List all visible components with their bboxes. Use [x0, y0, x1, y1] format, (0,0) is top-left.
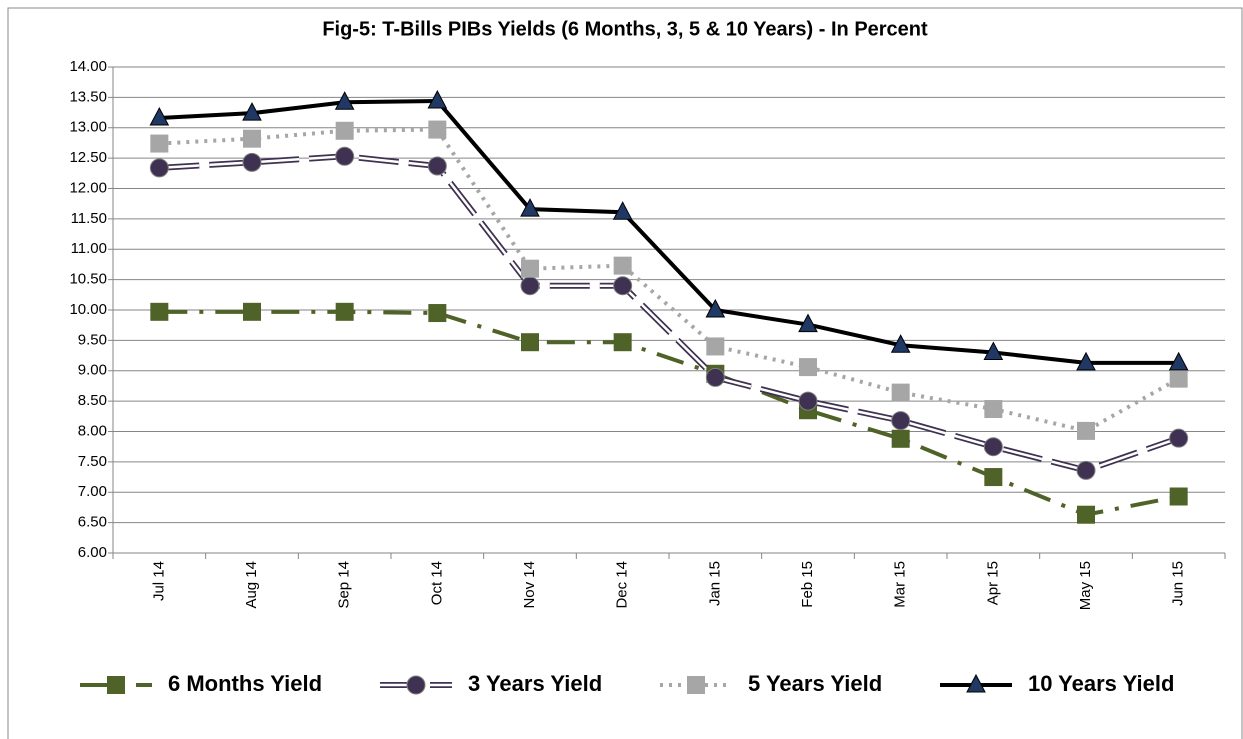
y-tick-label: 8.50 — [78, 392, 107, 409]
series-line — [159, 309, 1180, 517]
series-line — [159, 127, 1180, 434]
y-tick-label: 7.00 — [78, 483, 107, 500]
legend-marker — [107, 676, 125, 694]
x-tick-label: Apr 15 — [984, 561, 1001, 605]
data-point — [335, 146, 355, 166]
data-point — [1076, 460, 1096, 480]
x-tick-label: May 15 — [1077, 561, 1094, 610]
data-point — [150, 302, 169, 321]
y-tick-label: 6.50 — [78, 514, 107, 531]
y-tick-label: 10.00 — [69, 301, 107, 318]
data-point — [613, 333, 632, 352]
data-point — [428, 304, 447, 323]
chart-border — [7, 7, 1243, 739]
x-tick-label: Dec 14 — [614, 561, 631, 609]
y-tick-label: 8.00 — [78, 422, 107, 439]
legend-marker — [687, 676, 705, 694]
data-point — [243, 302, 261, 321]
data-point — [242, 152, 262, 172]
x-tick-label: Nov 14 — [521, 561, 538, 609]
data-point — [613, 276, 633, 296]
series-line — [159, 99, 1179, 365]
x-tick-label: Jan 15 — [706, 561, 723, 606]
y-tick-label: 10.50 — [69, 271, 107, 288]
series-line — [159, 155, 1180, 472]
data-point — [983, 437, 1003, 457]
data-point — [984, 468, 1003, 487]
data-point — [335, 302, 354, 321]
data-point — [613, 256, 632, 275]
y-tick-label: 6.00 — [78, 544, 107, 561]
y-tick-label: 13.50 — [69, 88, 107, 105]
data-point — [798, 391, 818, 411]
x-tick-label: Feb 15 — [799, 561, 816, 608]
data-point — [1076, 351, 1096, 371]
y-tick-label: 9.50 — [78, 331, 107, 348]
y-tick-label: 12.00 — [69, 179, 107, 196]
legend-text: 6 Months Yield — [168, 671, 322, 696]
data-point — [1169, 428, 1189, 448]
data-point — [521, 333, 539, 352]
x-tick-label: Jul 14 — [150, 561, 167, 601]
data-point — [798, 313, 818, 333]
data-point — [705, 367, 725, 387]
y-tick-label: 14.00 — [69, 58, 107, 75]
y-tick-label: 9.00 — [78, 362, 107, 379]
data-point — [1168, 351, 1189, 371]
legend-text: 10 Years Yield — [1028, 671, 1174, 696]
data-point — [984, 400, 1003, 419]
y-tick-label: 11.50 — [71, 210, 107, 227]
data-point — [983, 341, 1004, 361]
data-point — [335, 121, 354, 140]
data-point — [150, 134, 169, 153]
data-point — [1077, 505, 1095, 524]
data-point — [706, 337, 725, 356]
data-point — [334, 91, 355, 110]
data-point — [705, 298, 726, 318]
y-tick-label: 7.50 — [78, 453, 107, 470]
data-point — [891, 411, 911, 431]
data-point — [149, 158, 169, 178]
data-point — [427, 156, 447, 176]
data-point — [149, 106, 170, 126]
x-tick-label: Sep 14 — [336, 561, 353, 609]
y-tick-label: 11.00 — [71, 240, 107, 257]
data-point — [891, 429, 910, 448]
data-point — [427, 89, 448, 109]
data-point — [520, 276, 540, 296]
data-point — [612, 201, 633, 220]
data-point — [890, 334, 911, 353]
x-tick-label: Mar 15 — [892, 561, 909, 608]
data-point — [428, 120, 447, 139]
data-point — [1077, 421, 1095, 440]
data-point — [521, 259, 539, 278]
legend-text: 5 Years Yield — [748, 671, 882, 696]
y-tick-label: 12.50 — [69, 149, 107, 166]
y-tick-label: 13.00 — [69, 119, 107, 136]
data-point — [891, 383, 910, 402]
data-point — [520, 198, 540, 217]
x-tick-label: Jun 15 — [1170, 561, 1187, 606]
chart-title: Fig-5: T-Bills PIBs Yields (6 Months, 3,… — [322, 18, 928, 40]
legend-text: 3 Years Yield — [468, 671, 602, 696]
data-point — [799, 358, 817, 377]
x-tick-label: Aug 14 — [243, 561, 260, 609]
data-point — [1169, 369, 1188, 388]
data-point — [242, 102, 262, 121]
x-tick-label: Oct 14 — [428, 561, 445, 605]
legend-marker — [966, 673, 986, 693]
data-point — [1169, 487, 1188, 506]
data-point — [243, 129, 261, 148]
legend-marker — [406, 675, 426, 695]
